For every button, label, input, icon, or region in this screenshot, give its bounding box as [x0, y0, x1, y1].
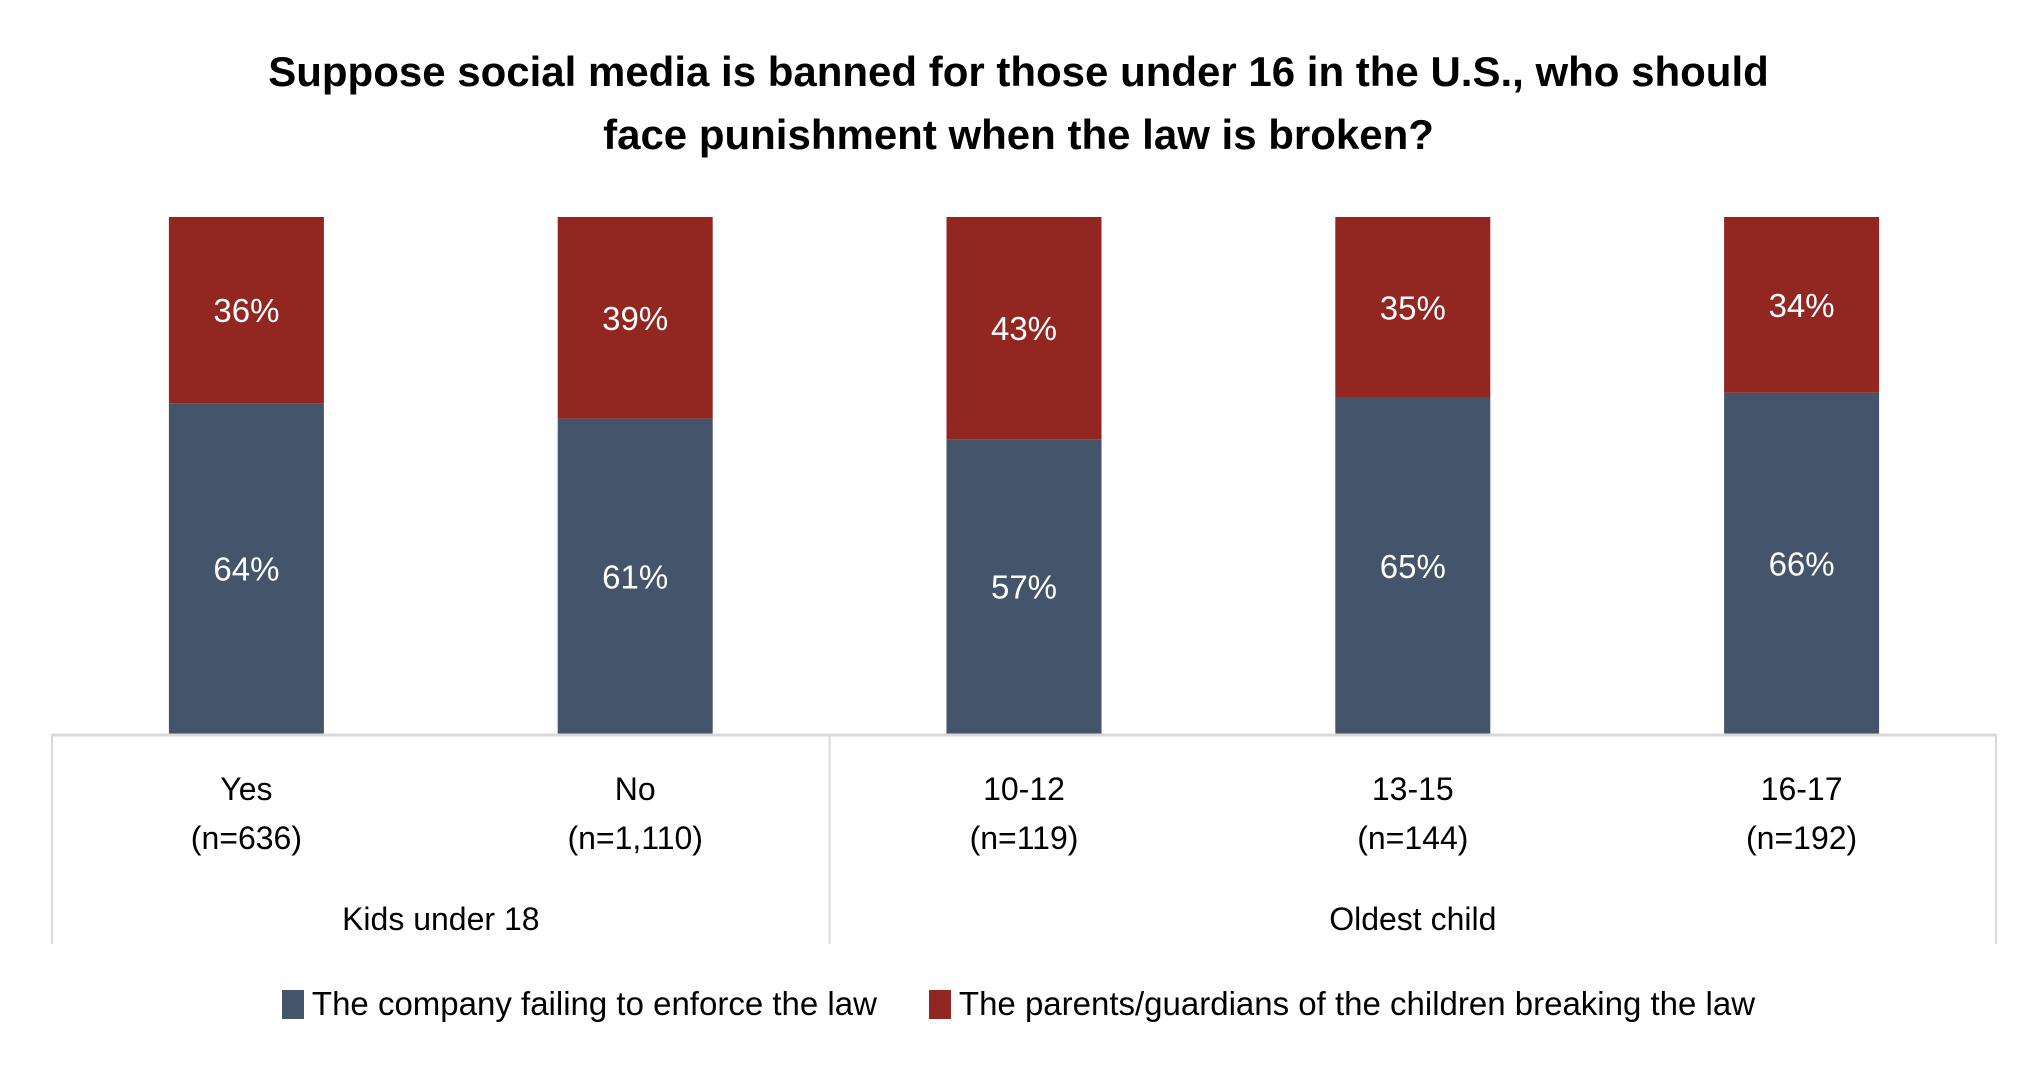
legend-swatch-company: [281, 989, 304, 1019]
data-label-parents-4: 34%: [1769, 287, 1835, 324]
x-tick-label-3: 13-15: [1372, 771, 1454, 807]
x-tick-sublabel-1: (n=1,110): [567, 820, 703, 856]
x-tick-label-2: 10-12: [983, 771, 1065, 807]
bar-segment-company-4: [1724, 392, 1880, 734]
x-tick-sublabel-0: (n=636): [191, 820, 302, 856]
legend: The company failing to enforce the law T…: [0, 985, 2037, 1023]
bar-segment-parents-4: [1724, 217, 1880, 393]
legend-swatch-parents: [928, 989, 951, 1019]
bar-segment-parents-2: [946, 217, 1102, 440]
data-label-company-4: 66%: [1769, 545, 1835, 582]
bar-segment-parents-3: [1335, 217, 1491, 398]
bar-segment-company-1: [557, 418, 713, 734]
bar-segment-parents-0: [168, 217, 324, 404]
x-tick-label-1: No: [615, 771, 656, 807]
data-label-company-2: 57%: [991, 569, 1057, 606]
data-label-company-0: 64%: [213, 551, 279, 588]
bar-segment-company-3: [1335, 397, 1491, 734]
data-label-company-3: 65%: [1380, 548, 1446, 585]
chart-title: Suppose social media is banned for those…: [0, 40, 2037, 166]
x-tick-sublabel-2: (n=119): [970, 820, 1079, 856]
bar-segment-company-0: [168, 403, 324, 734]
x-tick-label-4: 16-17: [1761, 771, 1843, 807]
bar-segment-parents-1: [557, 217, 713, 419]
group-label-1: Oldest child: [1329, 901, 1496, 937]
x-tick-sublabel-3: (n=144): [1357, 820, 1468, 856]
legend-label-company: The company failing to enforce the law: [311, 985, 877, 1022]
data-label-parents-2: 43%: [991, 310, 1057, 347]
x-tick-sublabel-4: (n=192): [1746, 820, 1857, 856]
group-label-0: Kids under 18: [342, 901, 539, 937]
legend-item-company: The company failing to enforce the law: [281, 985, 877, 1023]
data-label-parents-1: 39%: [602, 300, 668, 337]
legend-label-parents: The parents/guardians of the children br…: [958, 985, 1756, 1022]
bar-segment-company-2: [946, 439, 1102, 734]
data-label-parents-0: 36%: [213, 292, 279, 329]
chart-title-line-1: Suppose social media is banned for those…: [268, 48, 1769, 95]
chart-title-line-2: face punishment when the law is broken?: [603, 111, 1434, 158]
data-label-parents-3: 35%: [1380, 289, 1446, 326]
legend-item-parents: The parents/guardians of the children br…: [928, 985, 1756, 1023]
data-label-company-1: 61%: [602, 558, 668, 595]
x-tick-label-0: Yes: [220, 771, 272, 807]
